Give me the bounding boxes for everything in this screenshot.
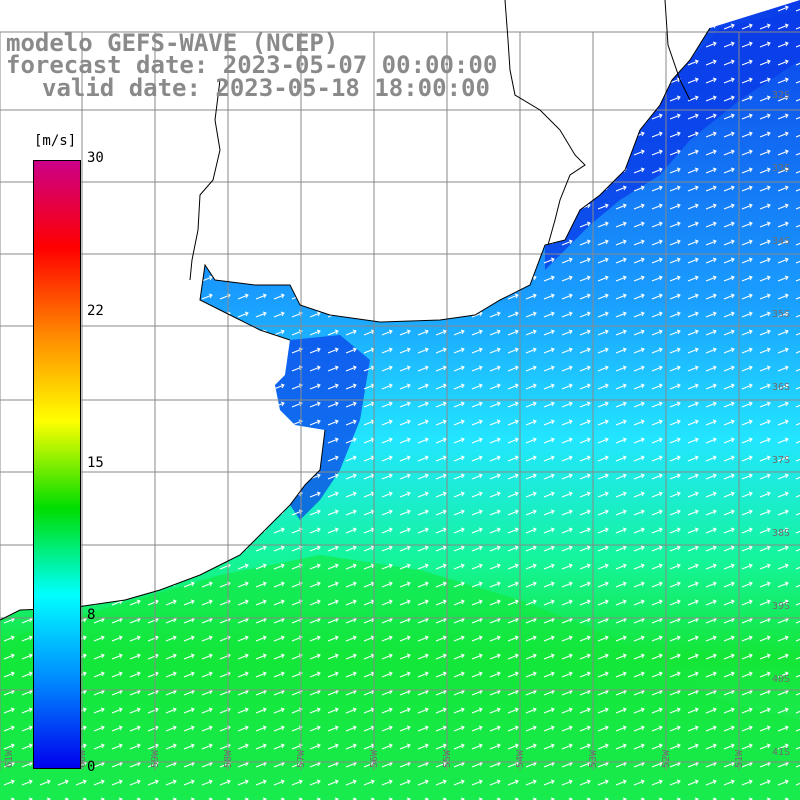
- lat-label: 38S: [772, 528, 790, 539]
- title-valid-date: valid date: 2023-05-18 18:00:00: [42, 74, 490, 102]
- lat-label: 37S: [772, 455, 790, 466]
- lon-label: 55W: [442, 749, 453, 768]
- lat-label: 35S: [772, 309, 790, 320]
- lat-label: 41S: [772, 747, 790, 758]
- lon-label: 51W: [734, 749, 745, 768]
- lon-label: 61W: [4, 749, 15, 768]
- lon-label: 60W: [77, 749, 88, 768]
- lat-label: 39S: [772, 601, 790, 612]
- lat-label: 40S: [772, 674, 790, 685]
- colorbar-tick-22: 22: [87, 303, 104, 319]
- colorbar-tick-0: 0: [87, 759, 96, 775]
- colorbar-tick-30: 30: [87, 150, 104, 166]
- colorbar-unit: [m/s]: [34, 133, 77, 149]
- lon-label: 52W: [661, 749, 672, 768]
- title-model: modelo GEFS-WAVE (NCEP): [6, 29, 339, 57]
- colorbar-tick-8: 8: [87, 607, 96, 623]
- coastline: [0, 0, 711, 621]
- lon-label: 59W: [150, 749, 161, 768]
- colorbar-tick-15: 15: [87, 455, 104, 471]
- title-forecast-date: forecast date: 2023-05-07 00:00:00: [6, 51, 498, 79]
- lat-label: 36S: [772, 382, 790, 393]
- latitude-labels: 32S 33S 34S 35S 36S 37S 38S 39S 40S 41S: [772, 90, 790, 758]
- lon-label: 57W: [296, 749, 307, 768]
- lon-label: 58W: [223, 749, 234, 768]
- lat-lon-grid: [0, 31, 800, 770]
- lon-label: 56W: [369, 749, 380, 768]
- lon-label: 53W: [588, 749, 599, 768]
- longitude-labels: 61W 60W 59W 58W 57W 56W 55W 54W 53W 52W 51W: [4, 749, 745, 768]
- lat-label: 32S: [772, 90, 790, 101]
- lat-label: 33S: [772, 163, 790, 174]
- lon-label: 54W: [515, 749, 526, 768]
- colorbar: [33, 160, 81, 769]
- lat-label: 34S: [772, 236, 790, 247]
